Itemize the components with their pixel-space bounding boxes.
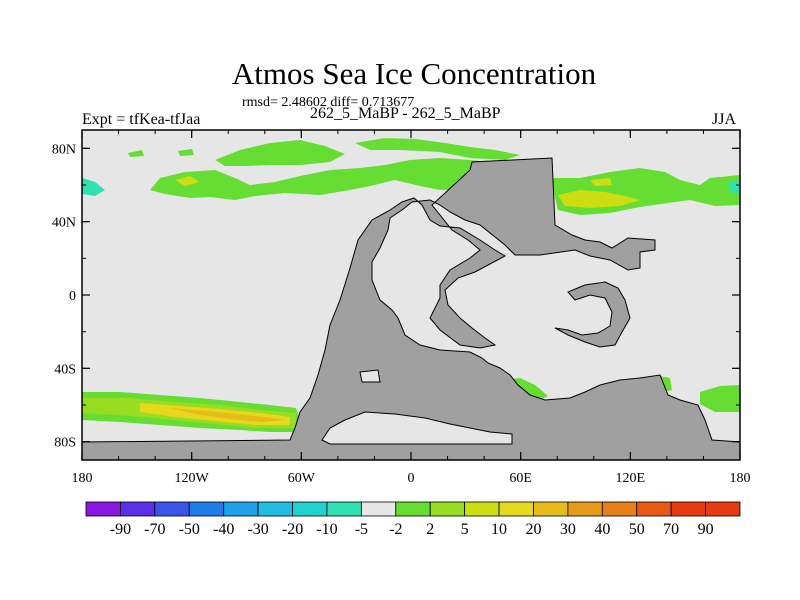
colorbar-box: [395, 501, 431, 517]
x-tick-label: 180: [730, 471, 751, 486]
x-tick-label: 60E: [509, 471, 532, 486]
colorbar-box: [292, 501, 328, 517]
colorbar-box: [601, 501, 638, 517]
colorbar-box: [223, 501, 259, 517]
colorbar-label: 90: [698, 521, 714, 538]
colorbar-box: [257, 501, 293, 517]
colorbar-box: [670, 501, 706, 517]
colorbar-label: -20: [282, 521, 303, 538]
y-axis: 80N 40N 0 40S 80S: [52, 142, 740, 451]
x-tick-label: 0: [408, 471, 415, 486]
y-tick-label: 40S: [54, 362, 76, 377]
chart-title: Atmos Sea Ice Concentration: [231, 56, 597, 91]
y-tick-label: 40N: [52, 216, 76, 231]
colorbar-box: [429, 501, 466, 517]
colorbar-label: 5: [461, 521, 469, 538]
colorbar-box: [85, 501, 121, 517]
x-axis: 180 120W 60W 0 60E 120E 180: [72, 130, 751, 486]
colorbar-label: 10: [491, 521, 507, 538]
colorbar-label: -90: [110, 521, 131, 538]
colorbar-label: -2: [389, 521, 402, 538]
colorbar-label: 2: [426, 521, 434, 538]
season-label: JJA: [712, 111, 737, 128]
colorbar-label: -40: [213, 521, 234, 538]
colorbar: -90 -70 -50 -40 -30 -20 -10 -5 -2 2 5 10 20 30 40 50 70 9…: [85, 501, 741, 538]
colorbar-label: 30: [560, 521, 576, 538]
x-tick-label: 120W: [175, 471, 210, 486]
colorbar-label: -10: [316, 521, 337, 538]
y-tick-label: 80N: [52, 142, 76, 157]
colorbar-box: [154, 501, 190, 517]
colorbar-box: [533, 501, 569, 517]
colorbar-label: 70: [663, 521, 679, 538]
x-tick-label: 120E: [616, 471, 646, 486]
positive-anomaly-north-strong: [175, 176, 640, 208]
stats-label: rmsd= 2.48602 diff= 0.713677: [242, 95, 415, 110]
colorbar-box: [464, 501, 500, 517]
map-panel: [81, 129, 741, 461]
colorbar-label: -5: [355, 521, 368, 538]
colorbar-box: [188, 501, 225, 517]
colorbar-box: [120, 501, 156, 517]
subtitle-label: 262_5_MaBP - 262_5_MaBP: [310, 105, 501, 122]
experiment-label: Expt = tfKea-tfJaa: [82, 111, 201, 128]
colorbar-box: [326, 501, 362, 517]
colorbar-label: 20: [525, 521, 541, 538]
land-mass: [81, 157, 741, 461]
colorbar-box: [498, 501, 534, 517]
colorbar-label: 40: [594, 521, 610, 538]
colorbar-label: 50: [629, 521, 645, 538]
colorbar-box: [360, 501, 397, 517]
y-tick-label: 0: [69, 289, 76, 304]
y-tick-label: 80S: [54, 436, 76, 451]
colorbar-box: [567, 501, 603, 517]
x-tick-label: 180: [72, 471, 93, 486]
positive-anomaly-south: [82, 385, 740, 432]
x-tick-label: 60W: [288, 471, 316, 486]
colorbar-label: -30: [247, 521, 268, 538]
colorbar-box: [636, 501, 672, 517]
colorbar-label: -50: [179, 521, 200, 538]
colorbar-label: -70: [144, 521, 165, 538]
colorbar-box: [705, 501, 741, 517]
